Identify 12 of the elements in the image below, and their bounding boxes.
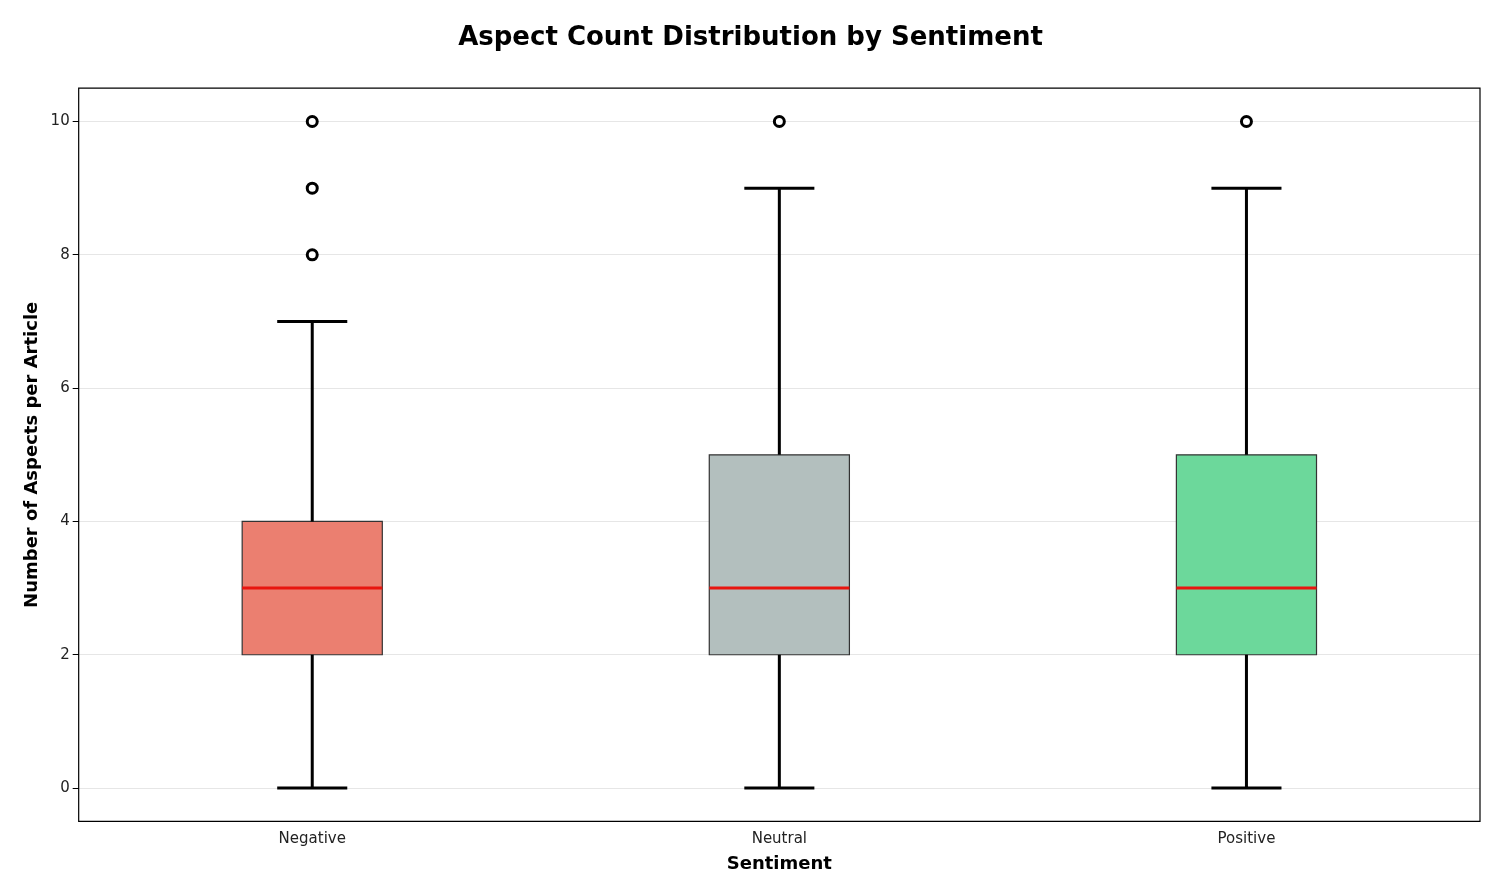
y-tick-label: 4 (60, 511, 70, 530)
y-tick-label: 2 (60, 644, 70, 663)
y-tick-label: 10 (50, 111, 70, 130)
x-tick-label: Neutral (751, 829, 808, 848)
y-tick-label: 0 (60, 777, 70, 796)
y-tick-label: 8 (60, 244, 70, 263)
x-axis-title: Sentiment (726, 851, 833, 873)
chart-title: Aspect Count Distribution by Sentiment (458, 21, 1043, 52)
x-tick-label: Negative (278, 829, 346, 848)
y-axis-title: Number of Aspects per Article (20, 301, 42, 608)
x-tick-label: Positive (1217, 829, 1276, 848)
y-tick-label: 6 (60, 378, 70, 397)
